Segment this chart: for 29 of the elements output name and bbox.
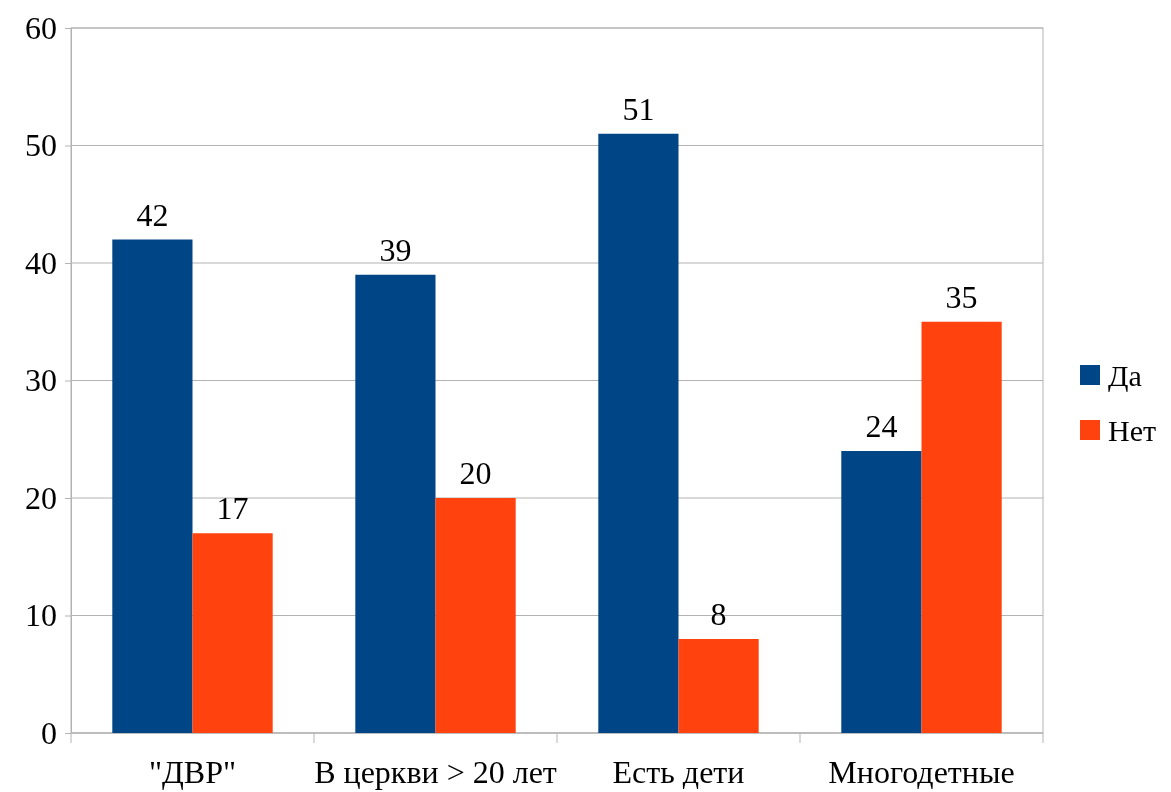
data-label: 17 (216, 490, 249, 527)
bar (841, 451, 922, 733)
bar (598, 133, 679, 733)
y-tick-label: 20 (25, 479, 57, 516)
data-label: 51 (622, 90, 655, 127)
y-tick-label: 0 (41, 714, 57, 751)
y-tick-label: 50 (25, 127, 57, 164)
bar (678, 639, 759, 733)
legend-label: Нет (1108, 414, 1157, 447)
x-tick-label: Многодетные (828, 754, 1015, 790)
bar (112, 239, 193, 733)
y-tick-label: 60 (25, 9, 57, 46)
y-tick-label: 10 (25, 597, 57, 634)
bar (192, 533, 273, 733)
legend-label: Да (1108, 359, 1142, 392)
bar (435, 498, 516, 733)
y-tick-label: 40 (25, 244, 57, 281)
data-label: 24 (865, 408, 898, 444)
data-label: 42 (136, 196, 169, 233)
bar (355, 274, 436, 733)
x-tick-label: "ДВР" (148, 754, 237, 790)
x-tick-label: Есть дети (612, 754, 745, 790)
data-label: 8 (710, 596, 727, 632)
data-label: 35 (945, 278, 978, 315)
data-label: 20 (459, 455, 492, 491)
x-tick-label: В церкви > 20 лет (314, 754, 557, 790)
bar (921, 321, 1002, 733)
data-label: 39 (379, 231, 412, 268)
y-tick-label: 30 (25, 362, 57, 399)
